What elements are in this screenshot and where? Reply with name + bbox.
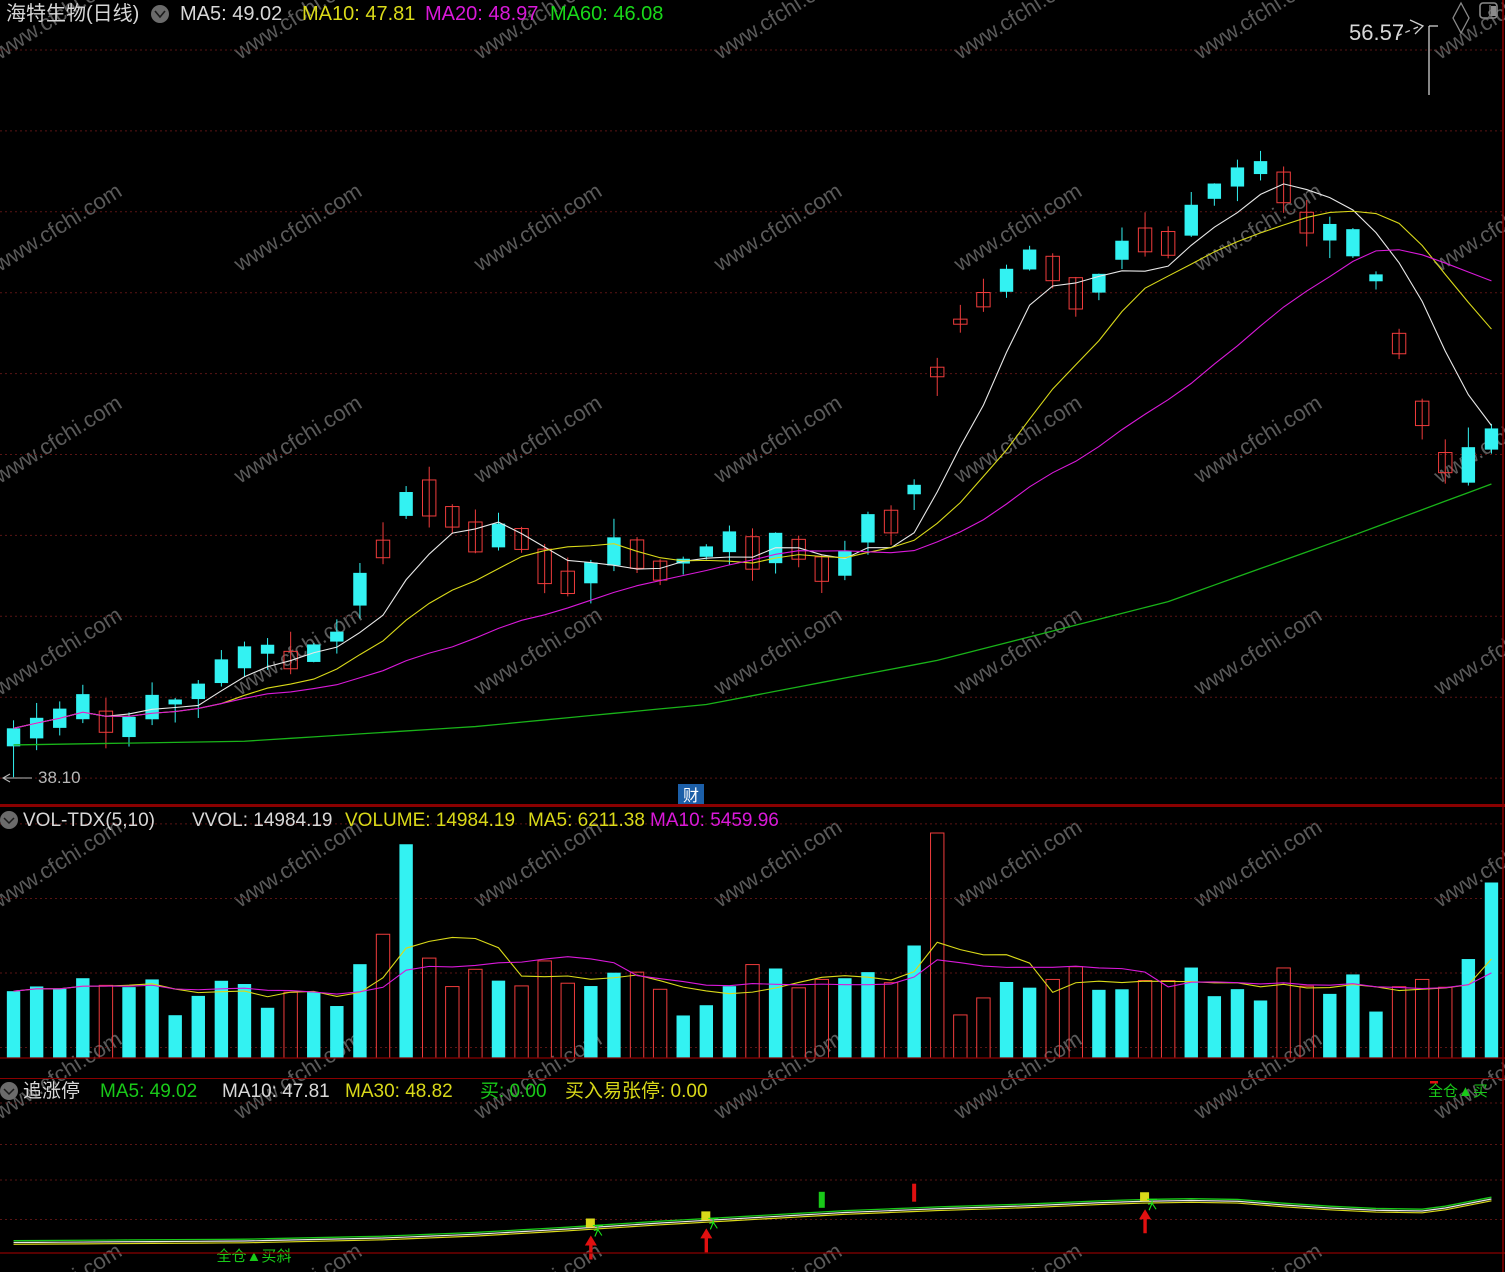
- svg-text:财: 财: [683, 787, 699, 805]
- svg-text:VOL-TDX(5,10): VOL-TDX(5,10): [23, 810, 155, 831]
- svg-text:MA10: 5459.96: MA10: 5459.96: [650, 810, 779, 831]
- svg-text:VOLUME: 14984.19: VOLUME: 14984.19: [345, 810, 515, 831]
- svg-text:MA20: 48.97: MA20: 48.97: [425, 3, 538, 25]
- svg-text:买入易张停: 0.00: 买入易张停: 0.00: [565, 1080, 708, 1102]
- svg-text:MA5: 49.02: MA5: 49.02: [180, 3, 282, 25]
- svg-text:MA10: 47.81: MA10: 47.81: [302, 3, 415, 25]
- svg-text:MA5: 49.02: MA5: 49.02: [100, 1081, 197, 1102]
- svg-text:海特生物(日线): 海特生物(日线): [6, 2, 139, 25]
- svg-text:买: 0.00: 买: 0.00: [480, 1081, 547, 1102]
- svg-text:MA60: 46.08: MA60: 46.08: [550, 3, 663, 25]
- svg-text:MA30: 48.82: MA30: 48.82: [345, 1081, 453, 1102]
- svg-text:VVOL: 14984.19: VVOL: 14984.19: [192, 810, 333, 831]
- svg-text:全仓▲买: 全仓▲买: [1428, 1082, 1488, 1100]
- svg-text:38.10: 38.10: [38, 768, 81, 787]
- svg-text:56.57: 56.57: [1349, 20, 1404, 45]
- svg-text:全仓▲买斜: 全仓▲买斜: [216, 1247, 291, 1265]
- svg-text:MA10: 47.81: MA10: 47.81: [222, 1081, 330, 1102]
- svg-text:追涨停: 追涨停: [23, 1080, 80, 1102]
- svg-text:MA5: 6211.38: MA5: 6211.38: [528, 810, 645, 831]
